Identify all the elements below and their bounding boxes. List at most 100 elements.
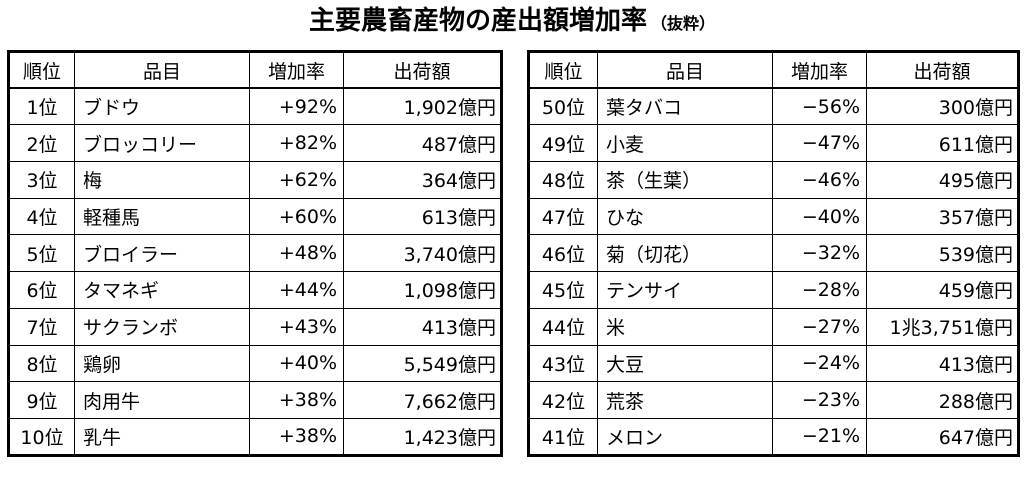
rate-cell: +92%: [249, 87, 344, 126]
rank-cell: 2位: [8, 124, 75, 163]
table-row: 49位 小麦 −47% 611億円: [528, 124, 1019, 163]
item-cell: 乳牛: [74, 417, 250, 456]
table-header-row: 順位 品目 増加率 出荷額: [8, 51, 502, 89]
rate-cell: +38%: [249, 381, 344, 419]
rank-cell: 8位: [8, 344, 75, 383]
item-cell: 大豆: [597, 344, 773, 383]
value-cell: 1兆3,751億円: [866, 307, 1019, 346]
table-row: 44位米 −27% 1兆3,751億円: [528, 307, 1019, 346]
item-cell: 茶（生葉）: [597, 161, 773, 199]
table-row: 6位 タマネギ +44% 1,098億円: [8, 271, 502, 309]
rank-cell: 9位: [8, 381, 75, 419]
table-row: 46位 菊（切花） −32% 539億円: [528, 234, 1019, 273]
table-row: 3位梅 +62% 364億円: [8, 161, 502, 199]
table-header-row: 順位 品目 増加率 出荷額: [528, 51, 1019, 89]
rate-cell: −27%: [772, 307, 867, 346]
value-cell: 1,098億円: [343, 271, 502, 309]
rank-cell: 43位: [528, 344, 598, 383]
value-cell: 459億円: [866, 271, 1019, 309]
table-row: 47位 ひな −40% 357億円: [528, 197, 1019, 236]
item-cell: メロン: [597, 417, 773, 456]
title-subtitle: （抜粋）: [651, 14, 716, 33]
table-top-decrease: 順位 品目 増加率 出荷額 50位 葉タバコ −56% 300億円 49位 小麦 −47% 6…: [527, 50, 1020, 457]
rank-cell: 46位: [528, 234, 598, 273]
header-value: 出荷額: [866, 51, 1019, 89]
item-cell: 梅: [74, 161, 250, 199]
table-row: 42位 荒茶 −23% 288億円: [528, 381, 1019, 419]
rate-cell: +38%: [249, 417, 344, 456]
rate-cell: +48%: [249, 234, 344, 273]
table-row: 7位 サクランボ +43% 413億円: [8, 307, 502, 346]
value-cell: 647億円: [866, 417, 1019, 456]
value-cell: 1,423億円: [343, 417, 502, 456]
item-cell: 荒茶: [597, 381, 773, 419]
rate-cell: +62%: [249, 161, 344, 199]
item-cell: 軽種馬: [74, 197, 250, 236]
value-cell: 1,902億円: [343, 87, 502, 126]
rank-cell: 50位: [528, 87, 598, 126]
value-cell: 413億円: [343, 307, 502, 346]
rank-cell: 5位: [8, 234, 75, 273]
table-row: 50位 葉タバコ −56% 300億円: [528, 87, 1019, 126]
value-cell: 495億円: [866, 161, 1019, 199]
rank-cell: 1位: [8, 87, 75, 126]
value-cell: 7,662億円: [343, 381, 502, 419]
header-item: 品目: [597, 51, 773, 89]
rate-cell: +40%: [249, 344, 344, 383]
header-rank: 順位: [8, 51, 75, 89]
value-cell: 539億円: [866, 234, 1019, 273]
table-row: 9位 肉用牛 +38% 7,662億円: [8, 381, 502, 419]
rank-cell: 47位: [528, 197, 598, 236]
rank-cell: 6位: [8, 271, 75, 309]
item-cell: 菊（切花）: [597, 234, 773, 273]
rank-cell: 10位: [8, 417, 75, 456]
table-body: 1位 ブドウ +92% 1,902億円 2位 ブロッコリー +82% 487億円 3位梅 +62%…: [8, 87, 502, 456]
item-cell: ブロッコリー: [74, 124, 250, 163]
table-top-increase: 順位 品目 増加率 出荷額 1位 ブドウ +92% 1,902億円 2位 ブロッコリー +8…: [7, 50, 503, 457]
rate-cell: −23%: [772, 381, 867, 419]
table-row: 48位 茶（生葉） −46% 495億円: [528, 161, 1019, 199]
item-cell: 鶏卵: [74, 344, 250, 383]
rank-cell: 3位: [8, 161, 75, 199]
table-row: 8位 鶏卵 +40% 5,549億円: [8, 344, 502, 383]
item-cell: 葉タバコ: [597, 87, 773, 126]
item-cell: テンサイ: [597, 271, 773, 309]
rate-cell: −21%: [772, 417, 867, 456]
rate-cell: −47%: [772, 124, 867, 163]
header-rate: 増加率: [772, 51, 867, 89]
item-cell: タマネギ: [74, 271, 250, 309]
value-cell: 613億円: [343, 197, 502, 236]
rank-cell: 4位: [8, 197, 75, 236]
rate-cell: −32%: [772, 234, 867, 273]
table-row: 4位 軽種馬 +60% 613億円: [8, 197, 502, 236]
item-cell: ブドウ: [74, 87, 250, 126]
table-row: 43位 大豆 −24% 413億円: [528, 344, 1019, 383]
rank-cell: 45位: [528, 271, 598, 309]
header-value: 出荷額: [343, 51, 502, 89]
rank-cell: 44位: [528, 307, 598, 346]
title-text: 主要農畜産物の産出額増加率: [308, 6, 647, 36]
rank-cell: 48位: [528, 161, 598, 199]
value-cell: 357億円: [866, 197, 1019, 236]
value-cell: 300億円: [866, 87, 1019, 126]
value-cell: 288億円: [866, 381, 1019, 419]
value-cell: 364億円: [343, 161, 502, 199]
rank-cell: 41位: [528, 417, 598, 456]
item-cell: ブロイラー: [74, 234, 250, 273]
value-cell: 611億円: [866, 124, 1019, 163]
rank-cell: 42位: [528, 381, 598, 419]
table-row: 2位 ブロッコリー +82% 487億円: [8, 124, 502, 163]
value-cell: 413億円: [866, 344, 1019, 383]
value-cell: 487億円: [343, 124, 502, 163]
rank-cell: 7位: [8, 307, 75, 346]
table-body: 50位 葉タバコ −56% 300億円 49位 小麦 −47% 611億円 48位 茶（生葉） −4…: [528, 87, 1019, 456]
table-row: 45位 テンサイ −28% 459億円: [528, 271, 1019, 309]
table-row: 10位 乳牛 +38% 1,423億円: [8, 417, 502, 456]
header-rank: 順位: [528, 51, 598, 89]
header-item: 品目: [74, 51, 250, 89]
rate-cell: +60%: [249, 197, 344, 236]
rate-cell: −28%: [772, 271, 867, 309]
rank-cell: 49位: [528, 124, 598, 163]
rate-cell: −56%: [772, 87, 867, 126]
rate-cell: −46%: [772, 161, 867, 199]
